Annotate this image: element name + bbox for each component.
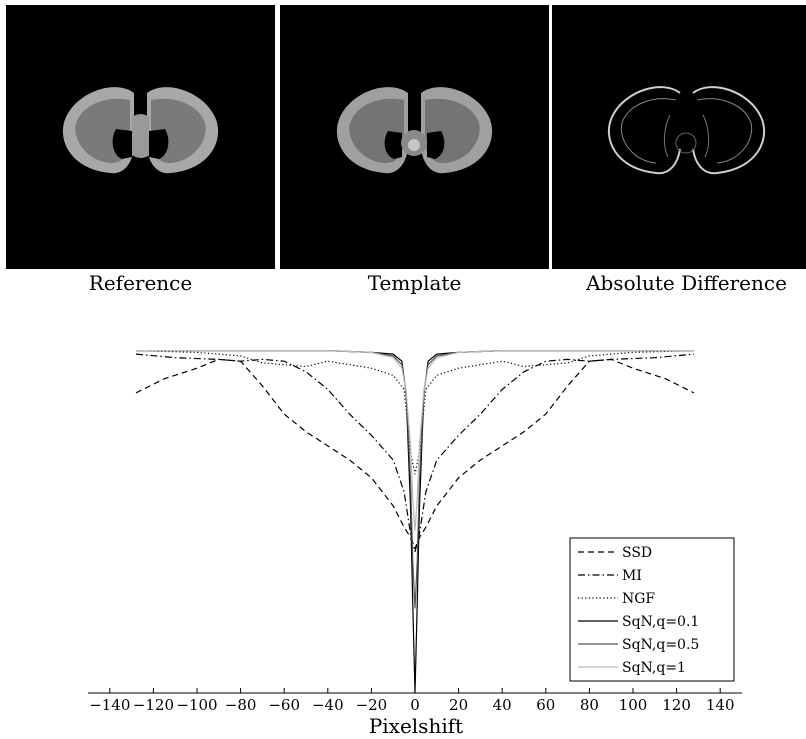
x-axis-ticks: −140 −120 −100 −80 −60 −40 −20 0 20 40 60 80 100 120 1… [89,688,734,714]
x-tick-label: −120 [133,696,174,714]
x-axis-label: Pixelshift [369,714,463,738]
x-tick-label: 80 [580,696,599,714]
series-line-2 [136,351,694,475]
x-tick-label: −80 [225,696,257,714]
x-tick-label: 60 [536,696,555,714]
legend-label-5: SqN,q=1 [622,660,686,676]
legend-label-1: MI [622,568,642,584]
x-tick-label: −140 [89,696,130,714]
x-tick-label: −40 [312,696,344,714]
x-tick-label: 40 [493,696,512,714]
x-tick-label: −60 [268,696,300,714]
x-tick-label: −100 [176,696,217,714]
legend-label-3: SqN,q=0.1 [622,614,699,630]
x-tick-label: 20 [449,696,468,714]
x-tick-label: 120 [662,696,691,714]
legend-label-4: SqN,q=0.5 [622,637,699,653]
legend-label-0: SSD [622,545,652,561]
series-line-0 [136,359,694,548]
legend: SSD MI NGF SqN,q=0.1 SqN,q=0.5 SqN,q=1 [570,538,734,681]
legend-label-2: NGF [622,591,655,607]
x-tick-label: 0 [410,696,420,714]
x-tick-label: 100 [619,696,648,714]
series-line-5 [136,351,694,531]
x-tick-label: −20 [356,696,388,714]
x-tick-label: 140 [706,696,735,714]
